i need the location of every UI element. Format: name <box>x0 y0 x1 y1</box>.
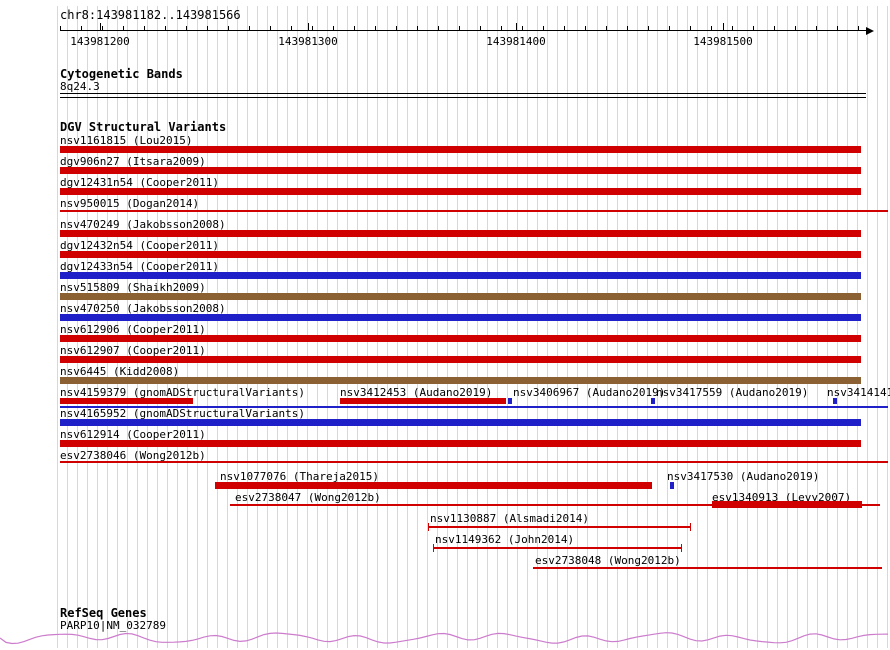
variant-label[interactable]: esv2738048 (Wong2012b) <box>535 555 681 567</box>
variant-label[interactable]: nsv3417559 (Audano2019) <box>656 387 808 399</box>
variant-glyph[interactable] <box>428 523 691 531</box>
ruler-major-tick <box>100 23 101 30</box>
variant-glyph[interactable] <box>60 314 861 321</box>
variant-glyph[interactable] <box>60 356 861 363</box>
variant-glyph[interactable] <box>651 398 655 404</box>
variant-glyph[interactable] <box>433 544 682 552</box>
variant-glyph[interactable] <box>712 501 862 508</box>
ruler-major-tick <box>723 23 724 30</box>
variant-glyph[interactable] <box>60 461 888 463</box>
cytoband-glyph[interactable] <box>60 93 866 98</box>
variant-glyph[interactable] <box>508 398 512 404</box>
variant-glyph[interactable] <box>60 293 861 300</box>
variant-glyph[interactable] <box>60 230 861 237</box>
refseq-gene-wave[interactable] <box>0 628 890 648</box>
genome-browser-view: chr8:143981182..143981566 143981200 14398… <box>0 0 890 650</box>
variant-glyph[interactable] <box>60 335 861 342</box>
variant-label[interactable]: nsv950015 (Dogan2014) <box>60 198 199 210</box>
ruler-tick-label: 143981200 <box>70 35 130 48</box>
refseq-genes-title: RefSeq Genes <box>60 606 147 620</box>
variant-glyph[interactable] <box>60 210 888 212</box>
ruler-major-tick <box>308 23 309 30</box>
dgv-structural-variants-title: DGV Structural Variants <box>60 120 226 134</box>
variant-glyph[interactable] <box>60 377 861 384</box>
cytoband-label[interactable]: 8q24.3 <box>60 80 100 93</box>
variant-glyph[interactable] <box>60 272 861 279</box>
variant-label[interactable]: esv2738047 (Wong2012b) <box>235 492 381 504</box>
variant-glyph[interactable] <box>60 251 861 258</box>
ruler-tick-label: 143981500 <box>693 35 753 48</box>
variant-glyph[interactable] <box>215 482 652 489</box>
variant-glyph[interactable] <box>670 482 674 489</box>
variant-label[interactable]: nsv3417530 (Audano2019) <box>667 471 819 483</box>
ruler-tick-label: 143981400 <box>486 35 546 48</box>
variant-label[interactable]: nsv3406967 (Audano2019) <box>513 387 665 399</box>
gene-wave-path[interactable] <box>0 633 888 644</box>
variant-glyph[interactable] <box>60 419 861 426</box>
variant-glyph[interactable] <box>60 440 861 447</box>
cytogenetic-bands-title: Cytogenetic Bands <box>60 67 183 81</box>
region-label: chr8:143981182..143981566 <box>60 8 241 22</box>
variant-glyph[interactable] <box>60 146 861 153</box>
ruler-right-arrow-icon <box>866 27 874 35</box>
ruler-line <box>60 30 866 31</box>
variant-glyph[interactable] <box>340 398 506 404</box>
variant-glyph[interactable] <box>60 188 861 195</box>
ruler-major-tick <box>516 23 517 30</box>
variant-glyph[interactable] <box>60 167 861 174</box>
ruler-tick-label: 143981300 <box>278 35 338 48</box>
variant-glyph[interactable] <box>833 398 837 404</box>
variant-glyph[interactable] <box>60 398 193 404</box>
variant-glyph[interactable] <box>533 567 882 569</box>
